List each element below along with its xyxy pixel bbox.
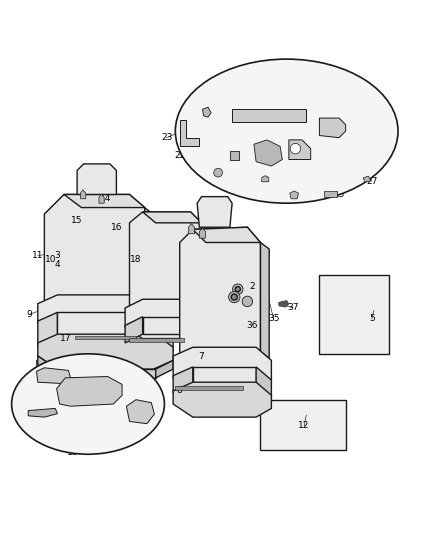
Polygon shape	[261, 400, 346, 450]
Text: 24: 24	[261, 151, 272, 160]
Polygon shape	[175, 386, 243, 390]
Polygon shape	[130, 212, 201, 321]
Text: 30: 30	[45, 371, 57, 380]
Text: 7: 7	[199, 351, 205, 360]
Polygon shape	[232, 109, 306, 123]
Text: 14: 14	[100, 195, 111, 203]
Polygon shape	[173, 382, 272, 417]
Circle shape	[214, 168, 223, 177]
Text: 32: 32	[100, 386, 111, 395]
Circle shape	[229, 292, 240, 303]
Polygon shape	[199, 228, 205, 238]
Text: 4: 4	[55, 260, 60, 269]
Polygon shape	[254, 140, 283, 166]
Text: 2: 2	[249, 281, 254, 290]
Polygon shape	[77, 164, 117, 195]
Polygon shape	[130, 338, 184, 342]
Polygon shape	[279, 301, 289, 307]
Polygon shape	[38, 295, 173, 336]
Text: 17: 17	[60, 334, 72, 343]
Polygon shape	[44, 195, 145, 314]
Text: 15: 15	[71, 216, 83, 225]
Polygon shape	[64, 195, 145, 207]
Text: 20: 20	[259, 179, 271, 188]
Polygon shape	[319, 275, 389, 354]
Text: 19: 19	[340, 125, 351, 133]
Polygon shape	[180, 227, 261, 365]
Polygon shape	[197, 197, 232, 227]
Polygon shape	[193, 227, 261, 243]
Polygon shape	[262, 176, 269, 182]
Text: 8: 8	[177, 386, 183, 395]
Polygon shape	[199, 317, 215, 348]
Polygon shape	[38, 334, 173, 369]
Polygon shape	[289, 140, 311, 159]
Polygon shape	[202, 107, 211, 117]
Text: 23: 23	[161, 133, 172, 142]
Text: 18: 18	[130, 255, 142, 264]
Text: 1: 1	[237, 286, 243, 295]
Polygon shape	[324, 191, 337, 197]
Polygon shape	[143, 317, 199, 334]
Polygon shape	[75, 336, 136, 340]
Text: 9: 9	[26, 310, 32, 319]
Text: 27: 27	[366, 177, 378, 186]
Polygon shape	[143, 212, 201, 223]
Text: 12: 12	[298, 422, 310, 430]
Text: 35: 35	[268, 314, 279, 324]
Text: 3: 3	[55, 251, 60, 260]
Text: 11: 11	[32, 251, 43, 260]
Text: 31: 31	[139, 417, 151, 426]
Polygon shape	[38, 356, 57, 378]
Ellipse shape	[12, 354, 164, 454]
Text: 13: 13	[67, 448, 78, 457]
Polygon shape	[188, 224, 194, 234]
Polygon shape	[363, 176, 371, 182]
Circle shape	[290, 143, 300, 154]
Circle shape	[233, 284, 243, 294]
Text: 5: 5	[369, 314, 374, 324]
Polygon shape	[28, 408, 57, 417]
Polygon shape	[99, 194, 104, 203]
Polygon shape	[230, 151, 239, 159]
Text: 34: 34	[290, 195, 301, 203]
Polygon shape	[57, 376, 122, 406]
Text: 37: 37	[287, 303, 299, 312]
Polygon shape	[155, 312, 173, 352]
Circle shape	[235, 287, 240, 292]
Ellipse shape	[175, 59, 398, 203]
Polygon shape	[290, 191, 298, 199]
Text: 26: 26	[202, 107, 214, 116]
Text: 36: 36	[246, 321, 258, 330]
Polygon shape	[125, 299, 215, 338]
Polygon shape	[145, 207, 158, 312]
Polygon shape	[193, 367, 256, 384]
Polygon shape	[180, 120, 199, 147]
Polygon shape	[57, 369, 155, 378]
Polygon shape	[127, 400, 154, 424]
Polygon shape	[125, 317, 143, 343]
Polygon shape	[155, 360, 173, 378]
Polygon shape	[173, 367, 193, 393]
Polygon shape	[319, 118, 346, 138]
Text: 29: 29	[213, 171, 225, 179]
Text: 6: 6	[148, 386, 154, 395]
Polygon shape	[201, 223, 210, 317]
Polygon shape	[57, 312, 155, 338]
Text: 16: 16	[111, 223, 122, 232]
Polygon shape	[38, 312, 57, 348]
Text: 21: 21	[220, 159, 231, 168]
Circle shape	[242, 296, 253, 306]
Polygon shape	[81, 190, 86, 199]
Polygon shape	[261, 243, 269, 358]
Polygon shape	[173, 348, 272, 391]
Text: 25: 25	[333, 190, 345, 199]
Polygon shape	[256, 367, 272, 398]
Circle shape	[231, 294, 237, 300]
Polygon shape	[36, 368, 71, 384]
Text: 10: 10	[45, 255, 57, 264]
Text: 28: 28	[242, 111, 253, 120]
Text: 33: 33	[28, 408, 39, 417]
Text: 22: 22	[174, 151, 185, 160]
